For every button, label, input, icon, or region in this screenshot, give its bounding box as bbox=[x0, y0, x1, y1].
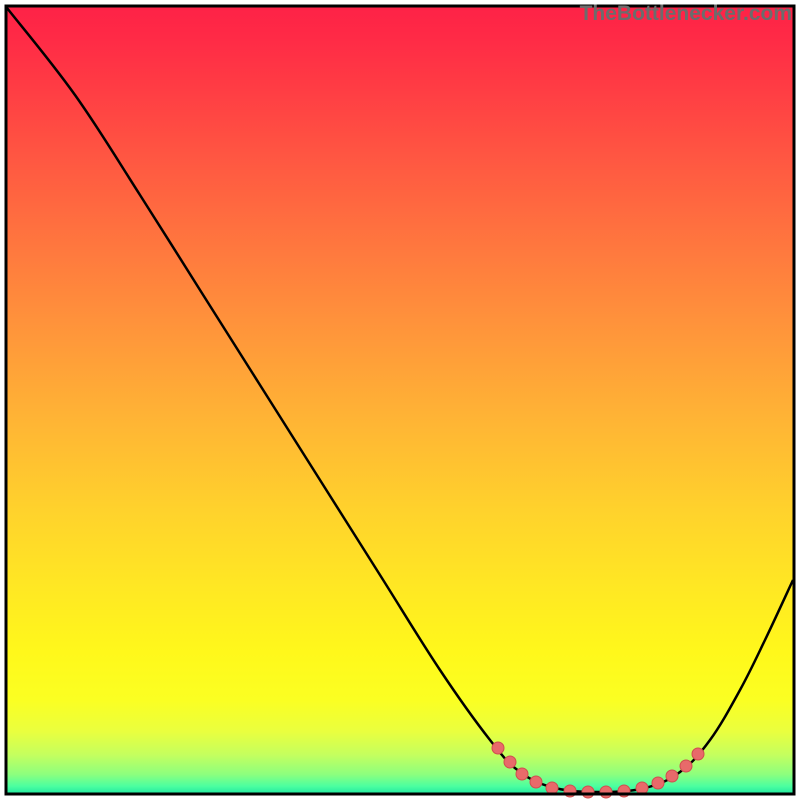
curve-marker bbox=[582, 786, 594, 798]
curve-marker bbox=[600, 786, 612, 798]
curve-marker bbox=[692, 748, 704, 760]
curve-marker bbox=[504, 756, 516, 768]
curve-marker bbox=[652, 777, 664, 789]
curve-marker bbox=[530, 776, 542, 788]
curve-marker bbox=[492, 742, 504, 754]
chart-svg bbox=[0, 0, 800, 800]
watermark-text: TheBottlenecker.com bbox=[580, 2, 792, 26]
curve-marker bbox=[636, 782, 648, 794]
curve-marker bbox=[666, 770, 678, 782]
curve-marker bbox=[680, 760, 692, 772]
curve-marker bbox=[516, 768, 528, 780]
curve-marker bbox=[546, 782, 558, 794]
chart-container: TheBottlenecker.com bbox=[0, 0, 800, 800]
chart-background bbox=[6, 6, 794, 794]
